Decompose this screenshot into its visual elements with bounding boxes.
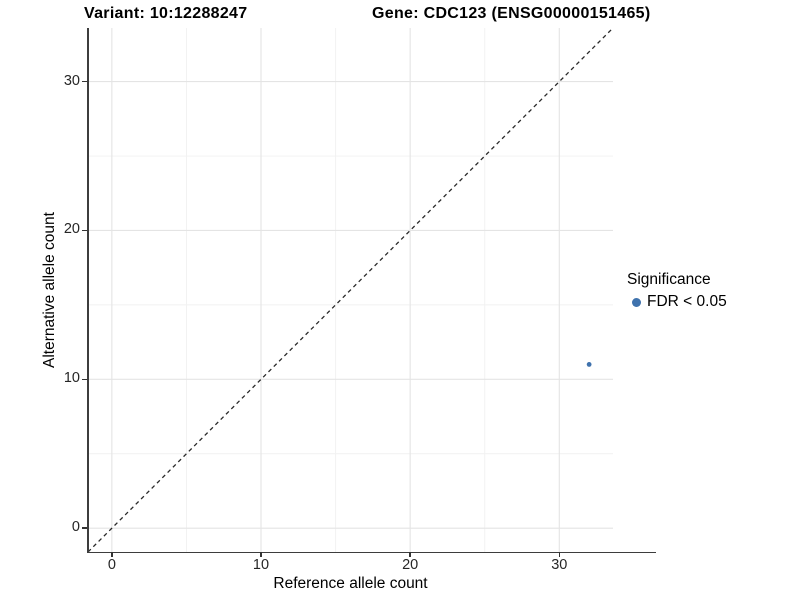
y-tick-mark [82, 80, 87, 83]
y-axis-title: Alternative allele count [41, 212, 58, 368]
y-tick-mark [82, 229, 87, 232]
y-tick-mark [82, 378, 87, 381]
plot-panel [87, 27, 614, 553]
x-tick-mark [111, 552, 113, 557]
x-tick-label: 10 [252, 557, 270, 573]
x-tick-label: 0 [107, 557, 116, 573]
legend: Significance FDR < 0.05 [627, 271, 727, 311]
y-tick-label: 30 [63, 72, 80, 89]
y-tick-label: 10 [63, 370, 80, 387]
x-axis-line [87, 551, 656, 553]
x-tick-mark [558, 552, 561, 557]
x-tick-mark [409, 552, 411, 557]
data-point [586, 362, 592, 367]
legend-item-label: FDR < 0.05 [647, 293, 727, 310]
legend-point-icon [632, 297, 641, 307]
plot-area-svg [87, 27, 614, 553]
legend-item: FDR < 0.05 [627, 293, 727, 311]
y-tick-label: 0 [71, 519, 80, 536]
y-tick-label: 20 [63, 221, 80, 238]
y-axis-line [87, 28, 89, 553]
y-tick-mark [82, 527, 87, 529]
gene-title: Gene: CDC123 (ENSG00000151465) [372, 5, 651, 22]
legend-items: FDR < 0.05 [627, 293, 727, 311]
x-tick-mark [260, 552, 262, 557]
variant-title: Variant: 10:12288247 [84, 5, 248, 22]
x-axis-title: Reference allele count [273, 575, 428, 592]
identity-dashed-line [87, 27, 614, 553]
x-tick-label: 30 [551, 557, 568, 573]
x-tick-label: 20 [402, 557, 419, 573]
legend-title: Significance [627, 271, 711, 288]
